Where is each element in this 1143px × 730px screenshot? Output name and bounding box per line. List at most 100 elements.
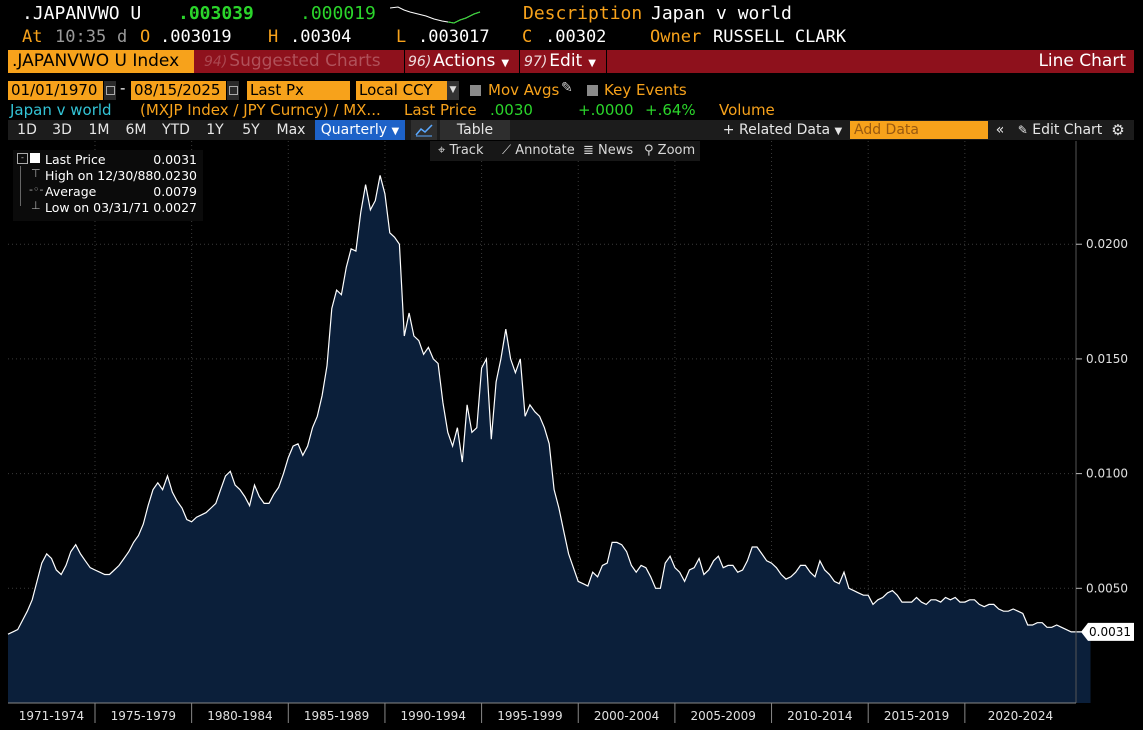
security-input[interactable]: .JAPANVWO U Index	[8, 50, 194, 73]
track-tool[interactable]: ⌖ Track	[438, 141, 484, 161]
x-tick-label: 1995-1999	[497, 709, 562, 723]
news-tool[interactable]: ≣ News	[583, 141, 633, 161]
gear-icon[interactable]: ⚙	[1111, 121, 1125, 139]
price-chart[interactable]: 0.0050 0.0100 0.0150 0.0200 0.0031 1971-1974 1…	[0, 140, 1143, 730]
suggested-charts-button[interactable]: 94) Suggested Charts	[198, 50, 405, 73]
series-formula: (MXJP Index / JPY Curncy) / MX...	[140, 101, 381, 119]
actions-label: Actions	[433, 51, 496, 71]
owner-value: RUSSELL CLARK	[713, 27, 847, 47]
date-range-dash: -	[120, 79, 126, 97]
currency-select[interactable]: Local CCY	[356, 81, 459, 100]
actions-menu[interactable]: 96) Actions ▼	[404, 50, 520, 73]
mov-avgs-label: Mov Avgs	[488, 81, 560, 99]
close-label: C	[522, 27, 533, 47]
last-value-label: 0.0031	[1089, 625, 1131, 639]
chevron-down-icon[interactable]: ▼	[447, 81, 459, 100]
x-tick-label: 2000-2004	[594, 709, 659, 723]
period-1y-button[interactable]: 1Y	[206, 122, 224, 138]
high-value: .00304	[290, 27, 352, 47]
legend-value-last: 0.0031	[153, 152, 197, 167]
period-ytd-button[interactable]: YTD	[162, 122, 190, 138]
at-label: At	[22, 27, 43, 47]
series-area-last-price	[8, 175, 1091, 703]
average-marker-icon: -◦-	[29, 183, 44, 196]
function-bar: .JAPANVWO U Index 94) Suggested Charts 96…	[8, 50, 1134, 73]
field-pct-change: +.64%	[645, 101, 696, 119]
crosshair-icon: ⌖	[438, 143, 446, 158]
series-line-last-price	[7, 175, 1091, 635]
sparkline-icon	[390, 6, 481, 24]
volume-label: Volume	[719, 101, 775, 119]
x-tick-label: 1975-1979	[111, 709, 176, 723]
description-value: Japan v world	[651, 3, 792, 24]
collapse-icon[interactable]: «	[995, 122, 1005, 138]
field-value: .0030	[490, 101, 533, 119]
field-select[interactable]: Last Px	[247, 81, 350, 100]
actions-num: 96)	[408, 54, 432, 70]
net-change: .000019	[300, 3, 376, 24]
period-1m-button[interactable]: 1M	[88, 122, 110, 138]
edit-chart-label: Edit Chart	[1032, 122, 1103, 138]
edit-chart-button[interactable]: ✎ Edit Chart	[1014, 120, 1106, 140]
period-3d-button[interactable]: 3D	[52, 122, 72, 138]
legend-value-high: 0.0230	[153, 168, 197, 183]
x-tick-label: 2005-2009	[691, 709, 756, 723]
frequency-select[interactable]: Quarterly ▼	[315, 120, 405, 140]
annotate-tool[interactable]: ⟋ Annotate	[502, 141, 575, 161]
end-date-input[interactable]: 08/15/2025	[131, 81, 226, 100]
y-tick-label: 0.0050	[1086, 581, 1128, 595]
pencil-icon[interactable]: ✎	[561, 80, 573, 96]
period-6m-button[interactable]: 6M	[125, 122, 147, 138]
collapse-legend-icon[interactable]: -	[17, 153, 28, 164]
description-label: Description	[523, 3, 643, 24]
news-icon: ≣	[583, 143, 594, 158]
related-data-menu[interactable]: + Related Data ▼	[720, 120, 845, 140]
pencil-icon: ✎	[1017, 123, 1028, 137]
suggested-num: 94)	[204, 54, 228, 70]
line-chart-icon[interactable]	[411, 120, 437, 140]
close-value: .00302	[545, 27, 607, 47]
high-label: H	[268, 27, 279, 47]
start-date-input[interactable]: 01/01/1970	[8, 81, 103, 100]
key-events-label: Key Events	[604, 81, 687, 99]
legend-value-low: 0.0027	[153, 200, 197, 215]
period-max-button[interactable]: Max	[276, 122, 306, 138]
x-tick-label: 2020-2024	[988, 709, 1053, 723]
x-tick-label: 1971-1974	[19, 709, 84, 723]
series-swatch-icon	[30, 153, 40, 163]
chart-legend: - ⊤ -◦- ⊥ Last Price 0.0031 High on 12/3…	[13, 150, 203, 221]
legend-tree-line	[20, 166, 21, 206]
zoom-label: Zoom	[657, 143, 696, 158]
legend-label-average: Average	[45, 184, 97, 199]
y-tick-label: 0.0200	[1086, 237, 1128, 251]
zoom-tool[interactable]: ⚲ Zoom	[644, 141, 695, 161]
period-toolbar: 1D 3D 1M 6M YTD 1Y 5Y Max Quarterly ▼ Ta…	[8, 120, 1134, 140]
key-events-checkbox[interactable]	[587, 85, 598, 96]
calendar-icon[interactable]	[104, 81, 116, 100]
d-label: d	[117, 27, 128, 47]
edit-menu[interactable]: 97) Edit ▼	[520, 50, 607, 73]
chart-tools: ⌖ Track ⟋ Annotate ≣ News ⚲ Zoom	[430, 141, 700, 161]
calendar-icon[interactable]	[227, 81, 239, 100]
annotate-label: Annotate	[515, 143, 575, 158]
table-view-button[interactable]: Table	[440, 120, 510, 140]
related-data-label: + Related Data	[722, 122, 831, 138]
period-1d-button[interactable]: 1D	[17, 122, 37, 138]
news-label: News	[598, 143, 634, 158]
legend-label-high: High on 12/30/88	[45, 168, 154, 183]
legend-value-average: 0.0079	[153, 184, 197, 199]
edit-num: 97)	[524, 54, 548, 70]
edit-label: Edit	[549, 51, 583, 71]
add-data-input[interactable]: Add Data	[850, 121, 988, 139]
x-tick-label: 1990-1994	[401, 709, 466, 723]
mov-avgs-checkbox[interactable]	[470, 85, 481, 96]
x-tick-label: 1985-1989	[304, 709, 369, 723]
frequency-label: Quarterly	[320, 122, 388, 138]
period-5y-button[interactable]: 5Y	[242, 122, 260, 138]
quote-time: 10:35	[55, 27, 107, 47]
open-label: O	[140, 27, 151, 47]
last-value-tag	[1081, 622, 1134, 641]
series-name: Japan v world	[10, 101, 112, 119]
low-marker-icon: ⊥	[31, 199, 41, 212]
caret-down-icon: ▼	[501, 58, 510, 69]
